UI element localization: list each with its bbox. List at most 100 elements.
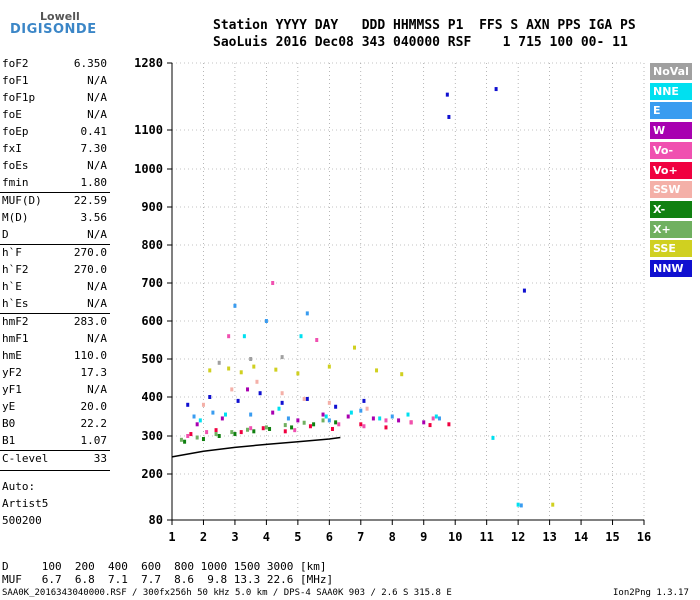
data-point-nnw xyxy=(236,398,240,403)
data-point-e xyxy=(437,416,441,421)
data-point-vo xyxy=(205,430,209,435)
data-point-vo xyxy=(239,430,243,435)
data-point-vo xyxy=(293,428,297,433)
data-point-sse xyxy=(252,364,256,369)
data-point-w xyxy=(371,416,375,421)
data-point-nne xyxy=(324,414,328,419)
param-value: 7.30 xyxy=(80,142,108,155)
data-point-vo xyxy=(384,425,388,430)
data-point-vo xyxy=(428,423,432,428)
data-point-nne xyxy=(406,412,410,417)
data-point-sse xyxy=(353,345,357,350)
x-tick-label: 10 xyxy=(448,530,462,544)
param-value: 33 xyxy=(93,452,107,465)
logo-digisonde: DIGISONDE xyxy=(10,22,97,37)
param-name: h`Es xyxy=(2,297,29,310)
data-point-nnw xyxy=(522,288,526,293)
x-tick-label: 14 xyxy=(574,530,588,544)
data-point-vo xyxy=(384,418,388,423)
footer-version: Ion2Png 1.3.17 xyxy=(613,588,689,598)
legend-item: SSE xyxy=(650,240,692,258)
data-point-nnw xyxy=(445,92,449,97)
param-name: fmin xyxy=(2,176,29,189)
data-point-w xyxy=(195,422,199,427)
data-point-nne xyxy=(277,406,281,411)
data-point-x xyxy=(195,435,199,440)
param-name: foF1p xyxy=(2,91,36,104)
x-tick-label: 4 xyxy=(263,530,270,544)
y-tick-label: 800 xyxy=(141,238,163,252)
data-point-x xyxy=(264,425,268,430)
data-point-ssw xyxy=(302,396,306,401)
data-point-sse xyxy=(551,502,555,507)
data-point-x xyxy=(283,423,287,428)
param-name: foF2 xyxy=(2,57,29,70)
data-point-nnw xyxy=(208,395,212,399)
x-tick-label: 7 xyxy=(357,530,364,544)
data-point-x xyxy=(334,420,338,425)
data-point-e xyxy=(519,503,523,508)
param-name: foF1 xyxy=(2,74,29,87)
legend-item: NoVal xyxy=(650,63,692,80)
param-name: foEp xyxy=(2,125,29,138)
x-tick-label: 16 xyxy=(637,530,651,544)
x-tick-label: 13 xyxy=(542,530,556,544)
data-point-ssw xyxy=(201,402,205,407)
data-point-vo xyxy=(227,334,231,339)
data-point-x xyxy=(252,429,256,434)
y-tick-label: 200 xyxy=(141,467,163,481)
data-point-vo xyxy=(409,420,413,425)
data-point-nnw xyxy=(186,402,190,407)
data-point-nnw xyxy=(280,400,284,405)
virtual-height-trace xyxy=(171,436,341,458)
data-point-nne xyxy=(198,418,202,423)
x-tick-label: 11 xyxy=(479,530,493,544)
data-point-nne xyxy=(434,414,438,419)
data-point-nnw xyxy=(447,114,451,119)
data-point-e xyxy=(249,412,253,417)
auto-artist: Artist5 xyxy=(2,497,49,510)
param-separator xyxy=(0,244,110,245)
param-value: N/A xyxy=(87,108,107,121)
data-point-x xyxy=(302,420,306,425)
data-point-nne xyxy=(378,416,382,421)
param-name: D xyxy=(2,228,9,241)
data-point-vo xyxy=(337,422,341,427)
param-value: 22.2 xyxy=(80,417,108,430)
data-point-x xyxy=(201,437,205,442)
data-point-w xyxy=(346,414,350,419)
footer-file-info: SAA0K_2016343040000.RSF / 300fx256h 50 k… xyxy=(2,588,452,598)
data-point-nne xyxy=(349,410,353,415)
data-point-vo xyxy=(261,426,265,431)
data-point-ssw xyxy=(365,406,369,411)
data-point-ssw xyxy=(327,400,331,405)
x-tick-label: 6 xyxy=(326,530,333,544)
param-name: yF1 xyxy=(2,383,22,396)
auto-label: Auto: xyxy=(2,480,36,493)
y-tick-label: 300 xyxy=(141,429,163,443)
data-point-x xyxy=(246,427,250,432)
param-value: N/A xyxy=(87,228,107,241)
data-point-e xyxy=(390,414,394,419)
param-value: 270.0 xyxy=(73,263,107,276)
data-point-vo xyxy=(315,338,319,342)
legend-item: X+ xyxy=(650,220,692,238)
data-point-nnw xyxy=(334,404,338,409)
legend-item: W xyxy=(650,122,692,140)
data-point-vo xyxy=(249,426,253,431)
param-separator xyxy=(0,470,110,471)
data-point-vo xyxy=(330,426,334,431)
data-point-sse xyxy=(239,370,243,375)
data-point-x xyxy=(268,426,272,431)
data-point-w xyxy=(271,410,275,415)
data-point-nnw xyxy=(362,398,366,403)
param-name: M(D) xyxy=(2,211,29,224)
data-point-w xyxy=(246,387,250,392)
data-point-nnw xyxy=(305,396,309,401)
data-point-x xyxy=(217,434,221,438)
data-point-sse xyxy=(227,366,231,371)
data-point-vo xyxy=(271,281,275,285)
x-tick-label: 2 xyxy=(200,530,207,544)
param-name: foEs xyxy=(2,159,29,172)
